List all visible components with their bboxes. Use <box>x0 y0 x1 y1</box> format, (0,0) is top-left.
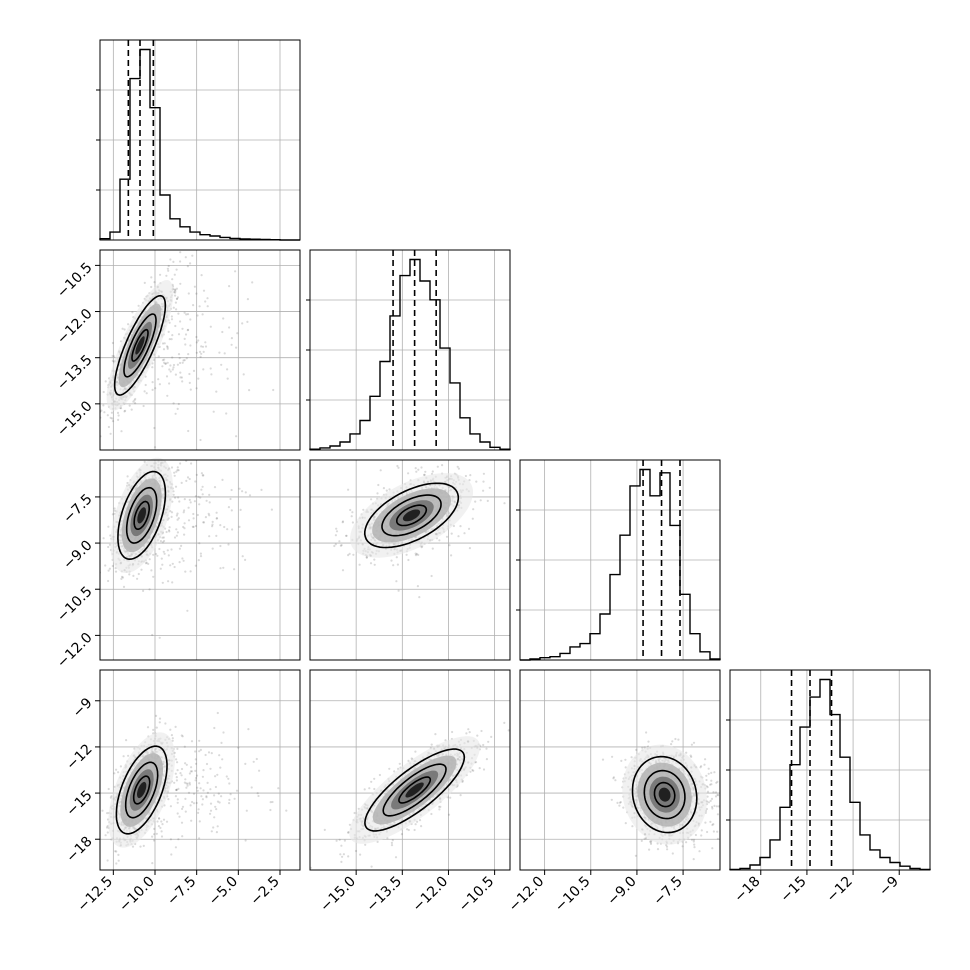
panel-frame <box>99 39 301 241</box>
panel-frame <box>519 459 721 661</box>
density-shade <box>402 509 421 522</box>
panel-frame <box>519 669 721 871</box>
density-contour <box>132 775 151 805</box>
y-tick-label: −12.0 <box>54 306 96 348</box>
density-contour <box>643 769 686 820</box>
density-contour <box>396 504 428 527</box>
x-tick-label: −13.5 <box>363 874 405 916</box>
x-tick-label: −12.5 <box>75 874 117 916</box>
density-contour <box>133 500 150 530</box>
y-tick-label: −10.5 <box>54 260 96 302</box>
density-contour <box>631 755 698 834</box>
x-tick-label: −9 <box>876 874 902 900</box>
x-tick-label: −7.5 <box>164 874 199 909</box>
x-tick-label: −15 <box>778 874 810 906</box>
panel-frame <box>99 459 301 661</box>
y-tick-label: −7.5 <box>60 491 95 526</box>
grid-lines <box>730 670 930 870</box>
histogram-panel-2 <box>516 459 721 661</box>
density-contour <box>364 482 460 549</box>
y-tick-label: −10.5 <box>54 584 96 626</box>
histogram-line <box>309 258 511 450</box>
density-contour <box>113 294 167 396</box>
density-shade <box>137 781 147 799</box>
y-tick-label: −15.0 <box>54 398 96 440</box>
density-contour <box>125 486 158 544</box>
x-tick-label: −5.0 <box>206 874 241 909</box>
x-tick-label: −18 <box>731 874 763 906</box>
density-contour <box>131 328 149 362</box>
scatter-panel-0-3: −18 −15 −12 −9 −12.5 −10.0 −7.5 −5.0 −2.5 <box>63 669 301 916</box>
y-tick-label: −12 <box>63 741 95 773</box>
y-tick-label: −12.0 <box>54 630 96 672</box>
x-tick-label: −9.0 <box>604 874 639 909</box>
panel-frame <box>729 669 931 871</box>
histogram-line <box>729 678 931 871</box>
panel-frame <box>309 249 511 451</box>
x-tick-label: −7.5 <box>651 874 686 909</box>
y-tick-label: −9 <box>70 695 96 721</box>
x-tick-label: −2.5 <box>247 874 282 909</box>
x-tick-label: −12.0 <box>410 874 452 916</box>
histogram-panel-3: −18 −15 −12 −9 <box>726 669 931 906</box>
density-shade <box>137 507 146 524</box>
density-shade <box>135 336 145 355</box>
density-contour <box>364 748 466 832</box>
density-contour <box>398 776 432 804</box>
density-contour <box>123 313 157 378</box>
scatter-panel-0-1: −15.0−13.5−12.0−10.5 <box>54 249 301 451</box>
density-contour <box>382 763 447 817</box>
y-tick-label: −18 <box>63 834 95 866</box>
histogram-panel-0 <box>96 39 301 241</box>
x-tick-label: −12 <box>824 874 856 906</box>
grid-lines <box>310 250 510 450</box>
panel-frame <box>309 669 511 871</box>
y-tick-label: −9.0 <box>60 537 95 572</box>
scatter-panel-0-2: −12.0−10.5 −9.0 −7.5 <box>54 457 301 672</box>
x-tick-label: −10.5 <box>456 874 498 916</box>
y-tick-label: −15 <box>63 787 95 819</box>
density-contour <box>124 761 159 819</box>
scatter-panel-2-3: −12.0 −10.5 −9.0 −7.5 <box>506 669 721 916</box>
histogram-line <box>520 468 721 661</box>
panel-frame <box>99 669 301 871</box>
scatter-panel-1-3: −15.0 −13.5 −12.0 −10.5 <box>309 669 511 916</box>
density-contour <box>381 494 442 537</box>
density-contour <box>115 745 168 835</box>
histogram-panel-1 <box>306 249 511 451</box>
x-tick-label: −15.0 <box>317 874 359 916</box>
panel-frame <box>99 249 301 451</box>
density-contour <box>653 781 676 808</box>
x-tick-label: −10.0 <box>116 874 158 916</box>
density-shade <box>658 787 671 802</box>
density-shade <box>405 782 424 798</box>
panel-frame <box>309 459 511 661</box>
x-tick-label: −10.5 <box>552 874 594 916</box>
density-contour <box>117 470 167 561</box>
y-tick-label: −13.5 <box>54 352 96 394</box>
x-tick-label: −12.0 <box>506 874 548 916</box>
histogram-line <box>99 48 300 241</box>
scatter-panel-1-2 <box>309 459 511 661</box>
grid-lines <box>100 40 300 240</box>
